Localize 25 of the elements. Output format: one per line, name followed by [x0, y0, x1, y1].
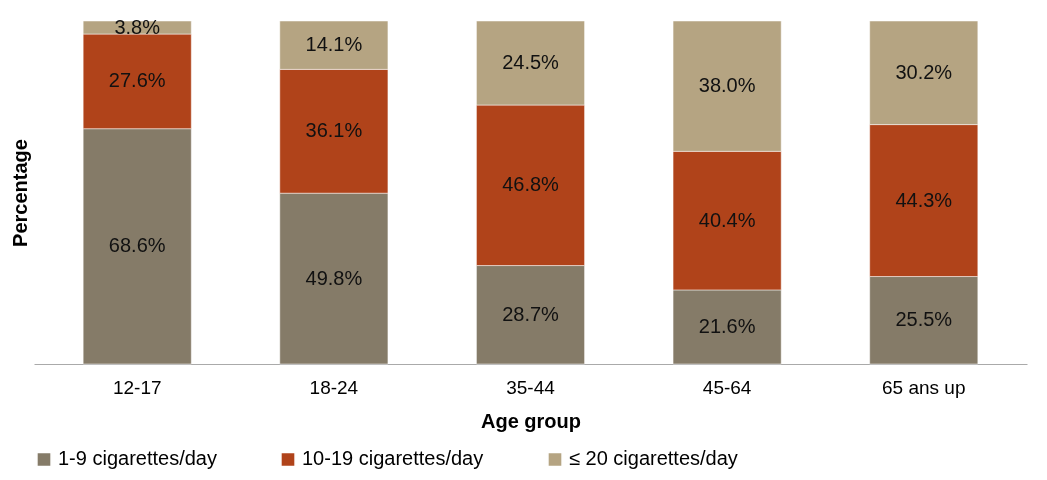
data-label: 68.6% — [108, 234, 166, 257]
legend-label: 1-9 cigarettes/day — [58, 447, 217, 470]
data-label: 27.6% — [108, 69, 166, 92]
data-label: 21.6% — [698, 314, 756, 337]
y-axis-title: Percentage — [8, 139, 31, 247]
data-label: 3.8% — [114, 15, 161, 38]
data-label: 38.0% — [698, 74, 756, 97]
x-tick-label: 18-24 — [309, 376, 359, 398]
data-label: 28.7% — [502, 302, 560, 325]
data-label: 30.2% — [895, 60, 953, 83]
data-label: 49.8% — [305, 266, 363, 289]
x-axis-title: Age group — [481, 409, 581, 432]
data-label: 44.3% — [895, 188, 953, 211]
x-tick-label: 12-17 — [112, 376, 162, 398]
x-tick-label: 35-44 — [506, 376, 556, 398]
data-label: 14.1% — [305, 33, 363, 56]
data-label: 40.4% — [698, 208, 756, 231]
data-label: 46.8% — [502, 173, 560, 196]
data-label: 24.5% — [502, 51, 560, 74]
legend-label: 10-19 cigarettes/day — [302, 447, 484, 470]
data-label: 25.5% — [895, 308, 953, 331]
legend-label: ≤ 20 cigarettes/day — [569, 447, 738, 470]
x-tick-label: 45-64 — [702, 376, 752, 398]
data-label: 36.1% — [305, 119, 363, 142]
x-tick-label: 65 ans up — [882, 376, 966, 398]
